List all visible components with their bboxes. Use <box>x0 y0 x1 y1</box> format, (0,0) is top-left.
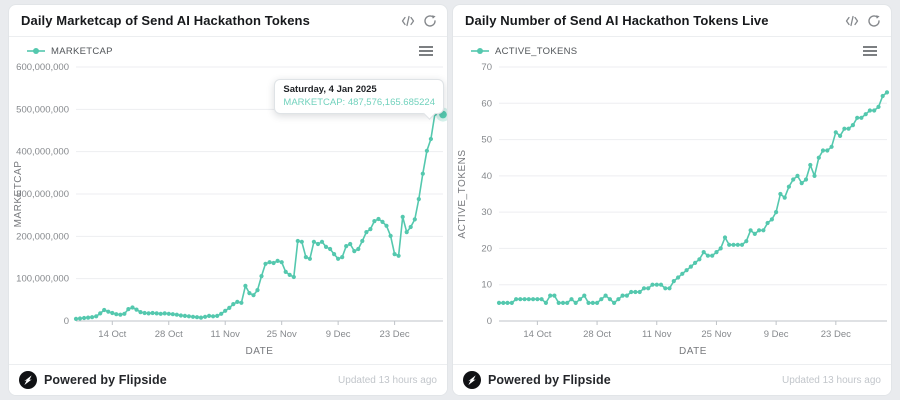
svg-text:70: 70 <box>481 62 492 73</box>
svg-text:40: 40 <box>481 171 492 182</box>
svg-text:50: 50 <box>481 135 492 146</box>
legend-row: MARKETCAP <box>9 37 447 59</box>
svg-text:23 Dec: 23 Dec <box>380 329 410 340</box>
legend-marker-icon <box>27 48 45 54</box>
refresh-icon[interactable] <box>422 13 437 28</box>
svg-text:60: 60 <box>481 98 492 109</box>
chart-menu-icon[interactable] <box>862 44 877 59</box>
powered-by-label: Powered by Flipside <box>44 373 167 387</box>
svg-text:23 Dec: 23 Dec <box>821 329 851 340</box>
active-tokens-card: Daily Number of Send AI Hackathon Tokens… <box>452 4 892 396</box>
svg-text:14 Oct: 14 Oct <box>98 329 126 340</box>
card-header: Daily Marketcap of Send AI Hackathon Tok… <box>9 5 447 37</box>
active-tokens-chart[interactable]: 0 10 20 30 40 50 60 70 14 Oct 28 Oct 11 Nov 25 Nov 9… <box>453 59 892 361</box>
updated-label: Updated 13 hours ago <box>782 374 881 386</box>
legend-item-active-tokens[interactable]: ACTIVE_TOKENS <box>471 46 577 57</box>
legend-label: MARKETCAP <box>51 45 113 57</box>
svg-text:11 Nov: 11 Nov <box>642 329 672 340</box>
svg-text:20: 20 <box>481 243 492 254</box>
marketcap-card: Daily Marketcap of Send AI Hackathon Tok… <box>8 4 448 396</box>
card-title-marketcap: Daily Marketcap of Send AI Hackathon Tok… <box>21 13 310 28</box>
legend-row: ACTIVE_TOKENS <box>453 37 891 59</box>
flipside-logo-icon <box>19 371 37 389</box>
svg-text:300,000,000: 300,000,000 <box>16 189 69 200</box>
svg-text:DATE: DATE <box>679 346 707 357</box>
svg-text:0: 0 <box>64 316 69 327</box>
svg-text:28 Oct: 28 Oct <box>583 329 611 340</box>
svg-text:25 Nov: 25 Nov <box>267 329 297 340</box>
svg-text:0: 0 <box>487 316 492 327</box>
marketcap-chart[interactable]: 0 100,000,000 200,000,000 300,000,000 400,00… <box>9 59 448 361</box>
card-header: Daily Number of Send AI Hackathon Tokens… <box>453 5 891 37</box>
svg-text:9 Dec: 9 Dec <box>326 329 351 340</box>
chart-tooltip: Saturday, 4 Jan 2025 MARKETCAP: 487,576,… <box>274 79 444 114</box>
svg-text:30: 30 <box>481 207 492 218</box>
legend-item-marketcap[interactable]: MARKETCAP <box>27 46 113 57</box>
svg-text:25 Nov: 25 Nov <box>701 329 731 340</box>
flipside-brand[interactable]: Powered by Flipside <box>463 371 611 389</box>
card-title-active-tokens: Daily Number of Send AI Hackathon Tokens… <box>465 13 769 28</box>
tooltip-date: Saturday, 4 Jan 2025 <box>283 84 377 95</box>
card-footer: Powered by Flipside Updated 13 hours ago <box>453 364 891 395</box>
header-icons <box>844 13 881 28</box>
svg-text:400,000,000: 400,000,000 <box>16 147 69 158</box>
svg-text:9 Dec: 9 Dec <box>764 329 789 340</box>
code-icon[interactable] <box>400 13 415 28</box>
legend-label: ACTIVE_TOKENS <box>495 45 578 57</box>
card-footer: Powered by Flipside Updated 13 hours ago <box>9 364 447 395</box>
svg-text:200,000,000: 200,000,000 <box>16 231 69 242</box>
svg-text:MARKETCAP: MARKETCAP <box>13 161 24 228</box>
code-icon[interactable] <box>844 13 859 28</box>
header-icons <box>400 13 437 28</box>
updated-label: Updated 13 hours ago <box>338 374 437 386</box>
flipside-logo-icon <box>463 371 481 389</box>
svg-text:ACTIVE_TOKENS: ACTIVE_TOKENS <box>457 149 468 238</box>
svg-text:11 Nov: 11 Nov <box>211 329 241 340</box>
powered-by-label: Powered by Flipside <box>488 373 611 387</box>
svg-text:500,000,000: 500,000,000 <box>16 104 69 115</box>
svg-text:600,000,000: 600,000,000 <box>16 62 69 73</box>
tooltip-value: MARKETCAP: 487,576,165.685224 <box>283 97 435 108</box>
svg-text:DATE: DATE <box>246 346 274 357</box>
svg-text:28 Oct: 28 Oct <box>155 329 183 340</box>
refresh-icon[interactable] <box>866 13 881 28</box>
chart-menu-icon[interactable] <box>418 44 433 59</box>
svg-text:14 Oct: 14 Oct <box>523 329 551 340</box>
flipside-brand[interactable]: Powered by Flipside <box>19 371 167 389</box>
legend-marker-icon <box>471 48 489 54</box>
svg-text:100,000,000: 100,000,000 <box>16 274 69 285</box>
svg-text:10: 10 <box>481 280 492 291</box>
